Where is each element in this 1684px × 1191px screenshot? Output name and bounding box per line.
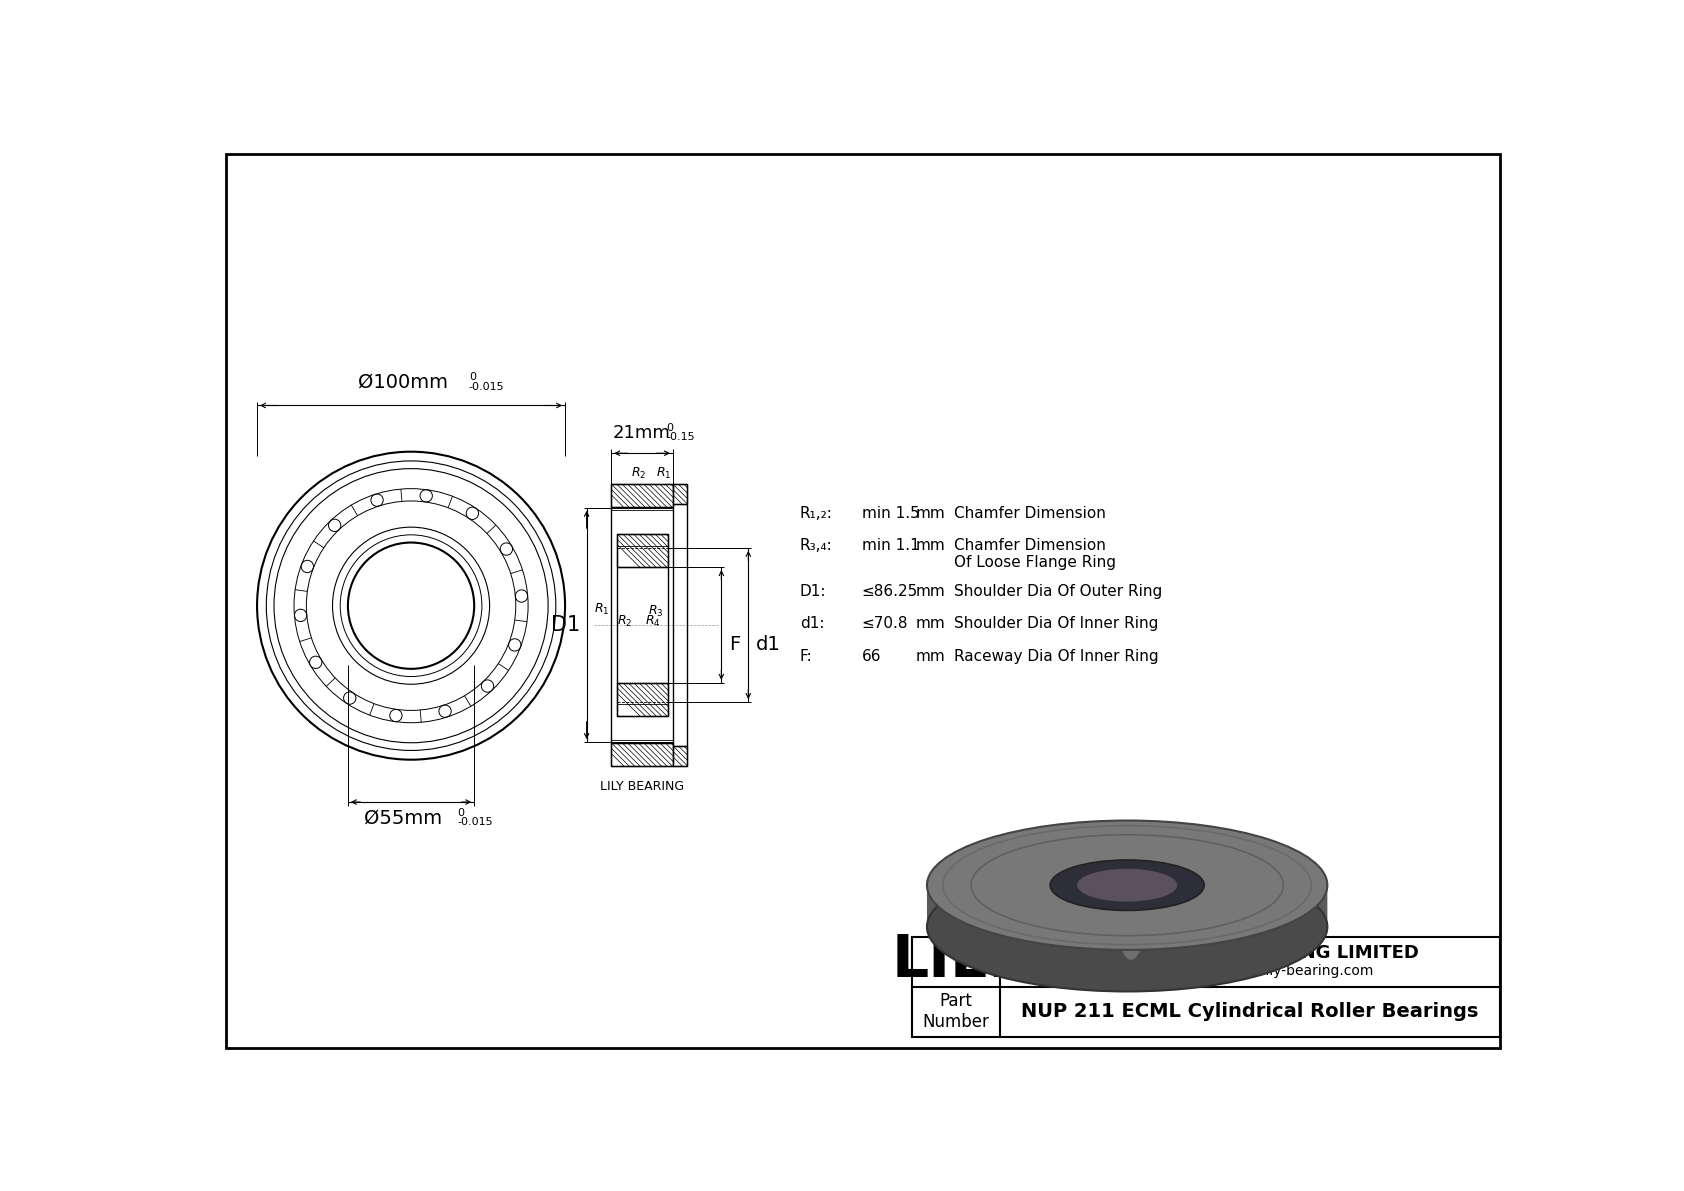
Text: 66: 66 — [862, 649, 881, 663]
Text: Part
Number: Part Number — [923, 992, 989, 1031]
Text: F: F — [729, 635, 741, 654]
Text: 0: 0 — [458, 809, 465, 818]
Text: $R_2$: $R_2$ — [618, 613, 633, 629]
Text: $R_4$: $R_4$ — [645, 615, 660, 629]
Text: min 1.1: min 1.1 — [862, 538, 919, 553]
Text: Shoulder Dia Of Inner Ring: Shoulder Dia Of Inner Ring — [953, 617, 1159, 631]
Text: mm: mm — [916, 617, 945, 631]
Text: -0.015: -0.015 — [468, 381, 505, 392]
Polygon shape — [611, 484, 674, 507]
Text: LILY BEARING: LILY BEARING — [600, 780, 684, 793]
Text: min 1.5: min 1.5 — [862, 506, 919, 520]
Polygon shape — [674, 484, 687, 504]
Text: $R_2$: $R_2$ — [630, 466, 647, 481]
Text: ≤70.8: ≤70.8 — [862, 617, 908, 631]
Text: $R_1$: $R_1$ — [593, 601, 610, 617]
Text: -0.015: -0.015 — [458, 817, 493, 828]
Ellipse shape — [1078, 868, 1177, 902]
Text: SHANGHAI LILY BEARING LIMITED: SHANGHAI LILY BEARING LIMITED — [1081, 943, 1420, 961]
Text: R₁,₂:: R₁,₂: — [800, 506, 834, 520]
Text: mm: mm — [916, 649, 945, 663]
Text: Shoulder Dia Of Outer Ring: Shoulder Dia Of Outer Ring — [953, 584, 1162, 599]
Text: d1: d1 — [756, 635, 781, 654]
Text: 0: 0 — [667, 423, 674, 434]
Polygon shape — [674, 746, 687, 766]
Polygon shape — [618, 534, 669, 567]
Ellipse shape — [926, 862, 1327, 991]
Text: d1:: d1: — [800, 617, 825, 631]
Text: Ø100mm: Ø100mm — [359, 373, 448, 392]
Text: Ø55mm: Ø55mm — [364, 809, 443, 828]
Text: $R_1$: $R_1$ — [655, 466, 672, 481]
Text: Chamfer Dimension: Chamfer Dimension — [953, 506, 1106, 520]
Bar — [911, 937, 1500, 1037]
Text: D1:: D1: — [800, 584, 827, 599]
Text: $R_3$: $R_3$ — [648, 604, 663, 618]
Text: Chamfer Dimension: Chamfer Dimension — [953, 538, 1106, 553]
Text: Of Loose Flange Ring: Of Loose Flange Ring — [953, 555, 1116, 569]
Text: Raceway Dia Of Inner Ring: Raceway Dia Of Inner Ring — [953, 649, 1159, 663]
Ellipse shape — [926, 821, 1327, 950]
Text: F:: F: — [800, 649, 813, 663]
Text: R₃,₄:: R₃,₄: — [800, 538, 832, 553]
Text: 0: 0 — [468, 373, 477, 382]
Ellipse shape — [1051, 860, 1204, 910]
FancyBboxPatch shape — [926, 880, 1327, 930]
Text: mm: mm — [916, 584, 945, 599]
Text: mm: mm — [916, 538, 945, 553]
Text: -0.15: -0.15 — [667, 432, 695, 442]
Polygon shape — [618, 682, 669, 716]
Text: ≤86.25: ≤86.25 — [862, 584, 918, 599]
Text: LILY: LILY — [891, 931, 1021, 989]
Text: mm: mm — [916, 506, 945, 520]
Polygon shape — [611, 743, 674, 766]
Text: Email: lilybearing@lily-bearing.com: Email: lilybearing@lily-bearing.com — [1127, 964, 1372, 978]
Text: ®: ® — [989, 934, 1004, 949]
Text: 21mm: 21mm — [613, 424, 670, 442]
Ellipse shape — [1115, 852, 1147, 960]
Text: NUP 211 ECML Cylindrical Roller Bearings: NUP 211 ECML Cylindrical Roller Bearings — [1021, 1003, 1479, 1022]
Text: D1: D1 — [551, 615, 581, 635]
